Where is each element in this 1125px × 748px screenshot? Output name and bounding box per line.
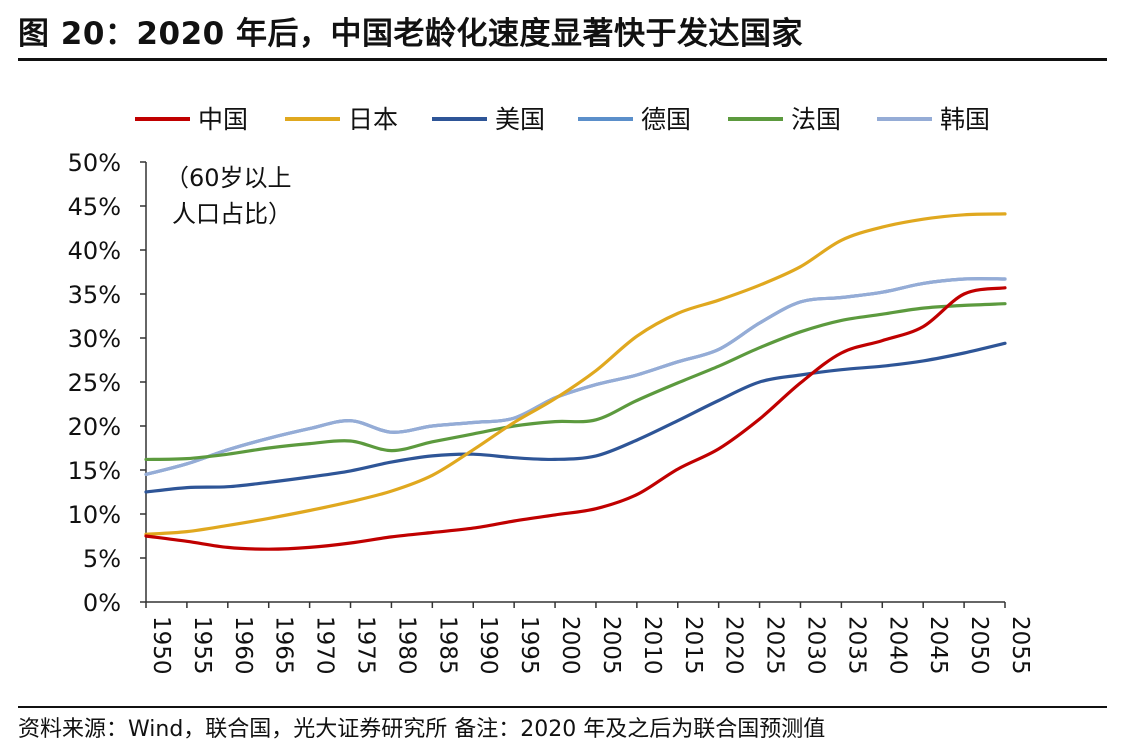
y-tick-label: 45% bbox=[68, 193, 121, 221]
footer-divider bbox=[18, 706, 1107, 708]
series-line-1 bbox=[144, 212, 1007, 536]
series-line-4 bbox=[144, 302, 1007, 462]
y-tick-label: 15% bbox=[68, 457, 121, 485]
legend-label-1: 日本 bbox=[348, 105, 398, 134]
x-tick-label: 2055 bbox=[1007, 616, 1033, 675]
x-tick-label: 1985 bbox=[434, 616, 460, 675]
y-tick-label: 40% bbox=[68, 237, 121, 265]
series-line-2 bbox=[144, 341, 1007, 494]
x-tick-label: 2030 bbox=[802, 616, 828, 675]
y-tick-label: 10% bbox=[68, 501, 121, 529]
x-tick-label: 2040 bbox=[884, 616, 910, 675]
x-tick-label: 2000 bbox=[557, 616, 583, 675]
legend-label-0: 中国 bbox=[198, 105, 248, 134]
y-tick-label: 30% bbox=[68, 325, 121, 353]
source-note: 资料来源：Wind，联合国，光大证券研究所 备注：2020 年及之后为联合国预测… bbox=[18, 717, 826, 742]
chart-title: 图 20：2020 年后，中国老龄化速度显著快于发达国家 bbox=[18, 16, 804, 52]
x-tick-label: 2005 bbox=[598, 616, 624, 675]
y-tick-label: 35% bbox=[68, 281, 121, 309]
x-tick-label: 2025 bbox=[762, 616, 788, 675]
x-tick-label: 1975 bbox=[353, 616, 379, 675]
y-tick-label: 20% bbox=[68, 413, 121, 441]
x-tick-label: 1990 bbox=[475, 616, 501, 675]
series-line-5 bbox=[144, 277, 1007, 476]
legend-label-3: 德国 bbox=[641, 105, 691, 134]
x-tick-label: 1960 bbox=[230, 616, 256, 675]
y-tick-label: 0% bbox=[83, 589, 121, 617]
legend-label-5: 韩国 bbox=[940, 105, 990, 134]
x-tick-label: 2015 bbox=[680, 616, 706, 675]
x-tick-label: 2010 bbox=[639, 616, 665, 675]
legend-label-4: 法国 bbox=[791, 105, 841, 134]
series-line-3 bbox=[144, 277, 1007, 476]
x-tick-label: 2035 bbox=[843, 616, 869, 675]
x-tick-label: 2045 bbox=[925, 616, 951, 675]
x-tick-label: 1955 bbox=[189, 616, 215, 675]
x-tick-label: 2050 bbox=[966, 616, 992, 675]
x-tick-label: 1970 bbox=[312, 616, 338, 675]
title-divider bbox=[18, 58, 1107, 61]
series-line-0 bbox=[144, 286, 1007, 551]
series-group bbox=[144, 212, 1007, 551]
x-axis: 1950 1955 1960 1965 1970 1975 1980 1985 1990 1995… bbox=[145, 601, 1033, 675]
legend-label-2: 美国 bbox=[495, 105, 545, 134]
y-tick-label: 5% bbox=[83, 545, 121, 573]
y-axis-label: （60岁以上 bbox=[165, 164, 292, 192]
x-tick-label: 1980 bbox=[393, 616, 419, 675]
y-tick-label: 50% bbox=[68, 149, 121, 177]
legend: 中国 日本 美国 德国 法国 韩国 bbox=[135, 105, 990, 134]
y-axis: 0% 5% 10% 15% 20% 25% 30% 35% 40% 45% 50% bbox=[68, 149, 147, 617]
x-tick-label: 1965 bbox=[271, 616, 297, 675]
y-tick-label: 25% bbox=[68, 369, 121, 397]
x-tick-label: 1950 bbox=[148, 616, 174, 675]
x-tick-label: 2020 bbox=[721, 616, 747, 675]
x-tick-label: 1995 bbox=[516, 616, 542, 675]
y-axis-label: 人口占比） bbox=[172, 200, 292, 228]
